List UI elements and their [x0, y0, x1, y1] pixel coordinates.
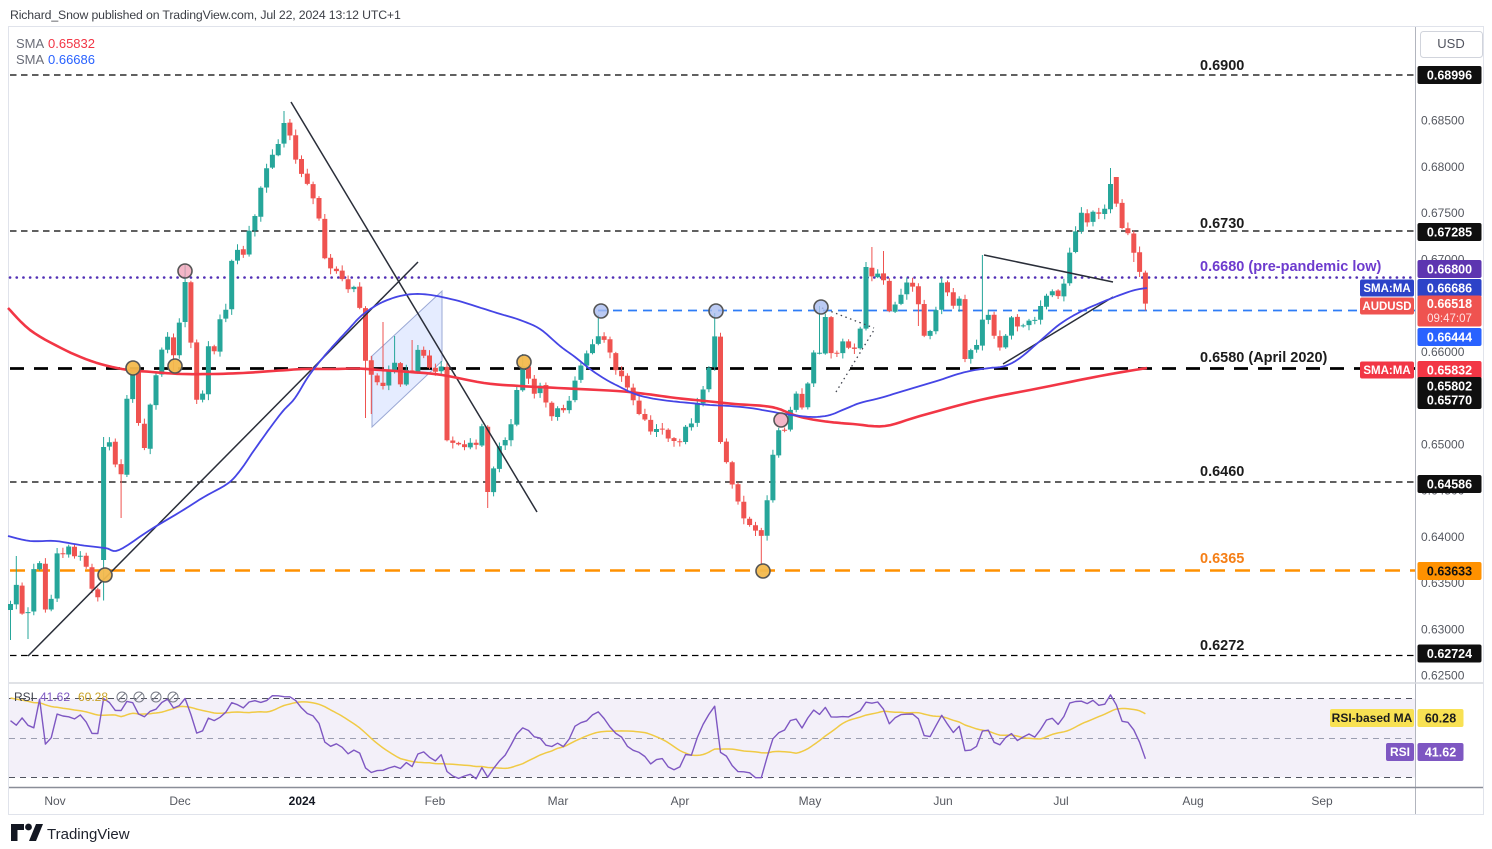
svg-text:0.6900: 0.6900 — [1200, 58, 1244, 74]
svg-text:SMA:MA: SMA:MA — [1363, 365, 1410, 377]
svg-text:0.63000: 0.63000 — [1421, 622, 1465, 636]
svg-text:Aug: Aug — [1182, 794, 1203, 808]
svg-text:41.62: 41.62 — [40, 690, 70, 704]
svg-text:0.65802: 0.65802 — [1427, 379, 1472, 393]
svg-text:0.65832: 0.65832 — [48, 36, 95, 51]
svg-text:0.63633: 0.63633 — [1427, 564, 1472, 578]
svg-text:Apr: Apr — [671, 794, 690, 808]
svg-text:0.67500: 0.67500 — [1421, 206, 1465, 220]
svg-text:RSI-based MA: RSI-based MA — [1332, 711, 1413, 725]
svg-text:2024: 2024 — [289, 794, 316, 808]
svg-text:0.64586: 0.64586 — [1427, 477, 1472, 491]
svg-text:Dec: Dec — [169, 794, 190, 808]
svg-text:0.62500: 0.62500 — [1421, 669, 1465, 683]
svg-text:0.62724: 0.62724 — [1427, 647, 1472, 661]
svg-text:Richard_Snow published on Trad: Richard_Snow published on TradingView.co… — [10, 8, 401, 22]
svg-text:RSI: RSI — [14, 690, 34, 704]
svg-text:Feb: Feb — [425, 794, 446, 808]
svg-text:SMA: SMA — [16, 52, 45, 67]
svg-text:0.68000: 0.68000 — [1421, 160, 1465, 174]
svg-text:0.64000: 0.64000 — [1421, 530, 1465, 544]
svg-text:SMA:MA: SMA:MA — [1363, 283, 1410, 295]
svg-text:Mar: Mar — [548, 794, 569, 808]
svg-text:0.66686: 0.66686 — [48, 52, 95, 67]
svg-text:0.65832: 0.65832 — [1427, 363, 1472, 377]
svg-text:0.65000: 0.65000 — [1421, 437, 1465, 451]
svg-text:0.66686: 0.66686 — [1427, 281, 1472, 295]
svg-text:0.6460: 0.6460 — [1200, 464, 1244, 480]
svg-text:RSI: RSI — [1390, 745, 1410, 759]
svg-text:0.66444: 0.66444 — [1427, 330, 1472, 344]
svg-text:60.28: 60.28 — [78, 690, 108, 704]
svg-text:0.6730: 0.6730 — [1200, 216, 1244, 232]
svg-text:60.28: 60.28 — [1425, 711, 1456, 725]
svg-text:41.62: 41.62 — [1425, 745, 1456, 759]
svg-text:0.67285: 0.67285 — [1427, 225, 1472, 239]
svg-text:May: May — [799, 794, 822, 808]
svg-text:Sep: Sep — [1311, 794, 1333, 808]
svg-text:0.6365: 0.6365 — [1200, 551, 1244, 567]
svg-text:0.66518: 0.66518 — [1427, 297, 1472, 311]
svg-text:Nov: Nov — [44, 794, 65, 808]
svg-text:0.68500: 0.68500 — [1421, 114, 1465, 128]
svg-text:0.66000: 0.66000 — [1421, 345, 1465, 359]
svg-text:USD: USD — [1437, 36, 1464, 51]
svg-text:TradingView: TradingView — [47, 826, 130, 843]
svg-text:Jul: Jul — [1053, 794, 1068, 808]
svg-text:SMA: SMA — [16, 36, 45, 51]
svg-text:0.6580 (April 2020): 0.6580 (April 2020) — [1200, 350, 1328, 366]
svg-text:0.6272: 0.6272 — [1200, 638, 1244, 654]
svg-text:Jun: Jun — [933, 794, 952, 808]
svg-text:0.6680 (pre-pandemic low): 0.6680 (pre-pandemic low) — [1200, 259, 1381, 275]
svg-text:09:47:07: 09:47:07 — [1427, 313, 1472, 325]
svg-text:0.66800: 0.66800 — [1427, 262, 1472, 276]
svg-text:0.65770: 0.65770 — [1427, 393, 1472, 407]
svg-text:AUDUSD: AUDUSD — [1362, 301, 1411, 313]
svg-text:0.68996: 0.68996 — [1427, 68, 1472, 82]
